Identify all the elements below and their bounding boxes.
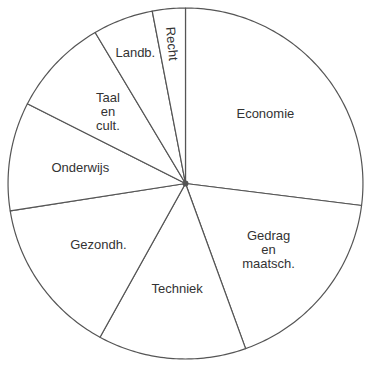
svg-text:Landb.: Landb. <box>115 45 155 60</box>
svg-text:Gezondh.: Gezondh. <box>70 237 126 252</box>
svg-text:Recht: Recht <box>163 26 181 62</box>
svg-text:Gedragenmaatsch.: Gedragenmaatsch. <box>242 228 295 272</box>
svg-text:Economie: Economie <box>236 106 294 121</box>
svg-text:Techniek: Techniek <box>151 281 203 296</box>
svg-text:Onderwijs: Onderwijs <box>51 160 109 175</box>
svg-text:Taalencult.: Taalencult. <box>96 90 120 134</box>
